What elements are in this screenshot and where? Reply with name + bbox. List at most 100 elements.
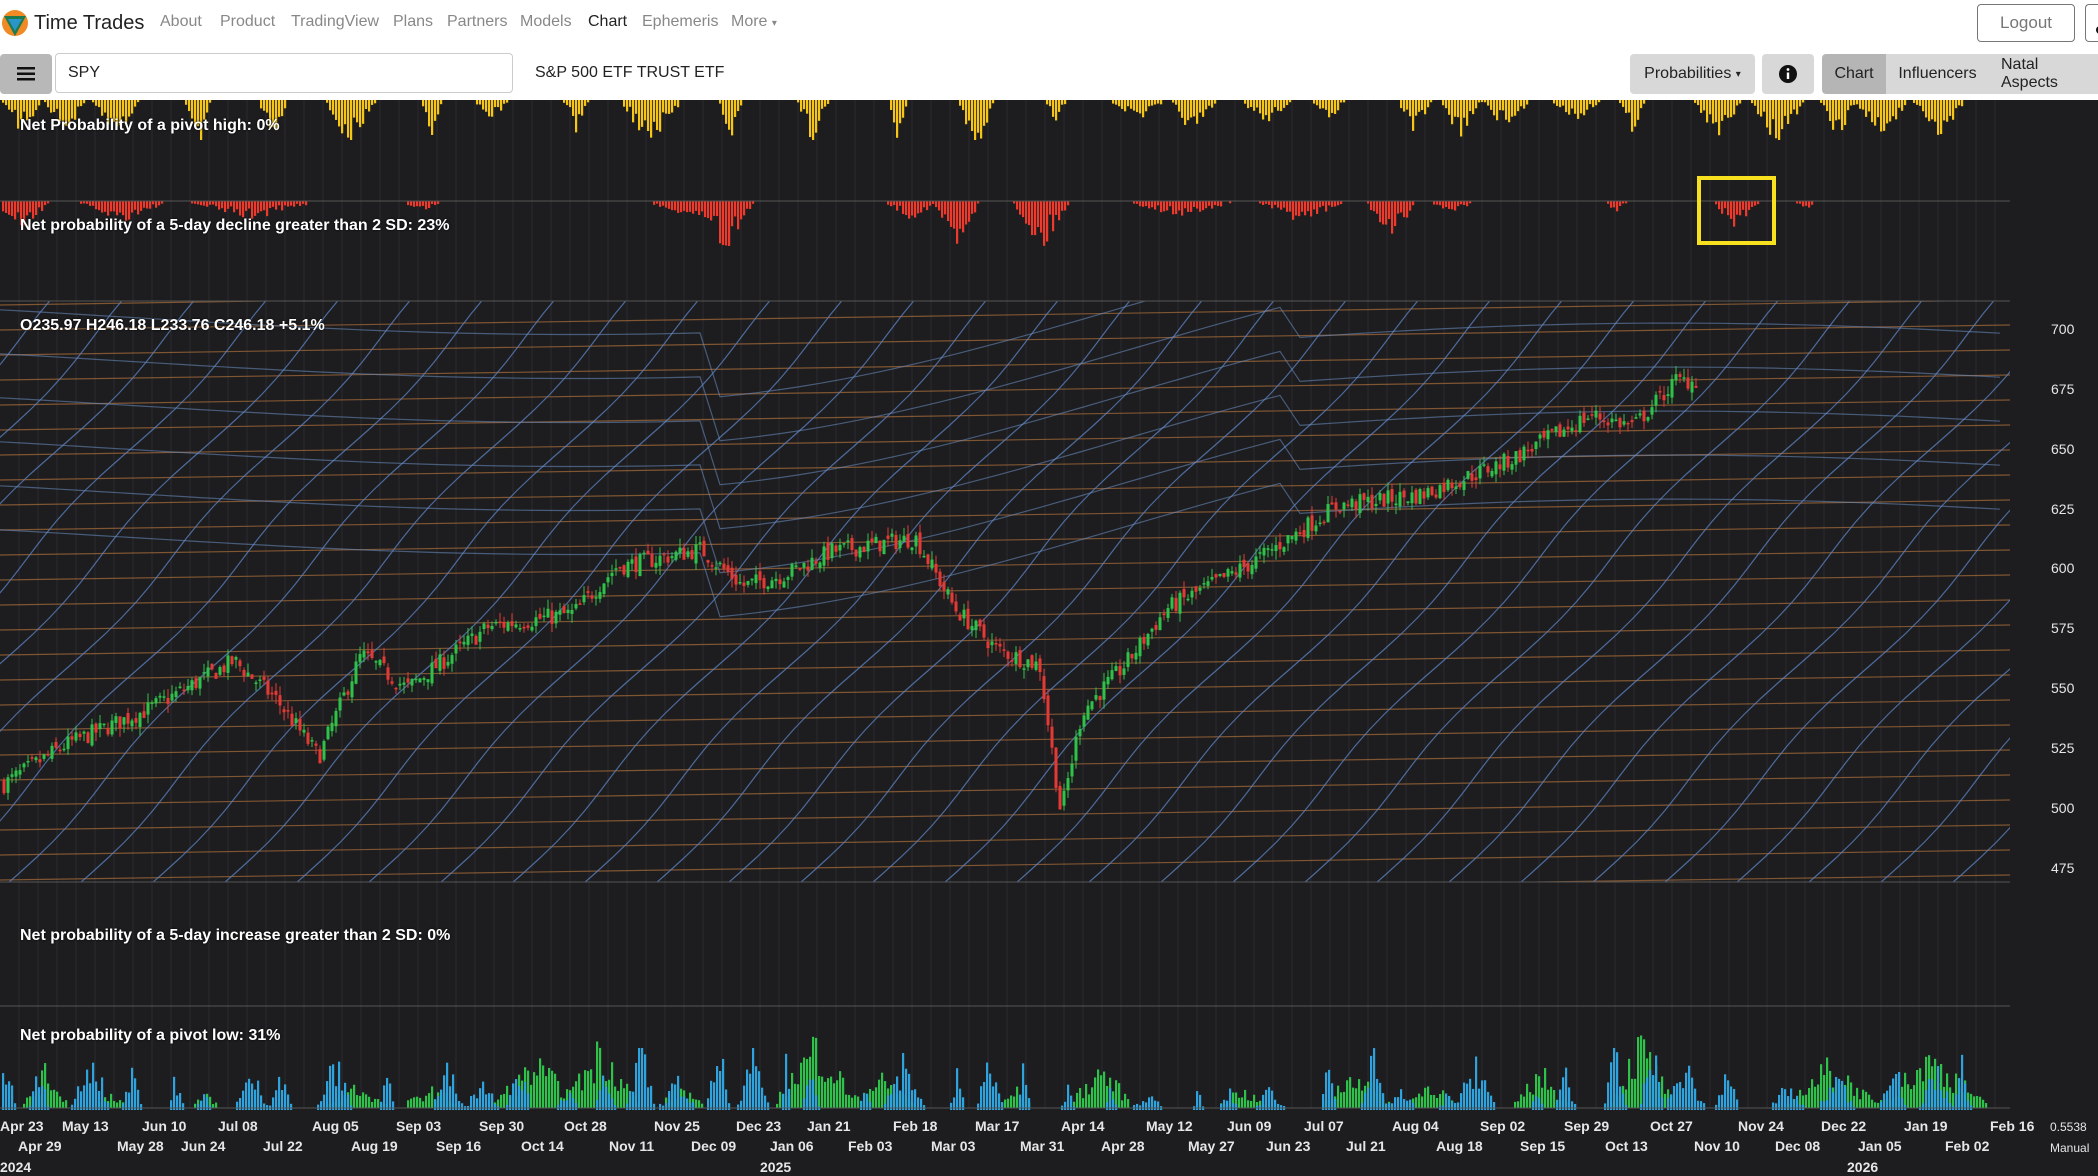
candle-body [1378,493,1382,501]
logout-button[interactable]: Logout [1977,4,2075,42]
decline-bar [1751,201,1754,207]
decline-bar [1406,201,1409,218]
decline-bar [1610,201,1613,208]
nav-link-tradingview[interactable]: TradingView [291,13,380,30]
candle-body [418,678,422,683]
increase-bar [1337,1085,1340,1108]
user-button[interactable] [2085,4,2098,42]
nav-link-more[interactable]: More ▾ [731,13,777,31]
pivot-low-bar [680,1096,683,1110]
pivot-high-bar [1259,100,1262,114]
candle-body [1230,571,1234,574]
pivot-high-bar [434,100,437,121]
candle-body [1482,464,1486,466]
pivot-low-bar [1679,1081,1682,1110]
pivot-low-bar [1796,1095,1799,1110]
nav-link-plans[interactable]: Plans [393,13,434,30]
candle-body [338,697,342,711]
decline-bar [1166,201,1169,211]
increase-bar [1538,1076,1541,1108]
info-button[interactable] [1762,54,1814,94]
pivot-high-bar [1214,100,1217,104]
nav-link-about[interactable]: About [160,13,202,30]
increase-bar [830,1076,833,1108]
scale-mode[interactable]: Manual [2050,1141,2090,1155]
pivot-high-bar [1283,100,1286,108]
pivot-low-bar [767,1102,770,1110]
candle-body [854,549,858,557]
candle-body [470,633,474,636]
pivot-high-bar [1865,100,1868,117]
pivot-low-bar [1469,1078,1472,1110]
increase-bar [1073,1101,1076,1108]
candle-body [1054,747,1058,788]
nav-link-partners[interactable]: Partners [447,13,508,30]
chart-area[interactable]: Net Probability of a pivot high: 0% Net … [0,100,2098,1176]
decline-bar [1136,201,1139,204]
nav-link-product[interactable]: Product [220,13,276,30]
pivot-high-bar [653,100,656,122]
candle-body [34,757,38,761]
pivot-high-bar [1889,100,1892,122]
candle-body [1650,407,1654,415]
probabilities-dropdown[interactable]: Probabilities ▾ [1630,54,1755,94]
decline-bar [1379,201,1382,223]
pivot-high-bar [275,100,278,131]
candle-body [146,702,150,715]
symbol-description: S&P 500 ETF TRUST ETF [535,64,725,81]
pivot-high-bar [818,100,821,121]
decline-bar [140,201,143,211]
decline-bar [944,201,947,215]
pivot-high-bar [134,100,137,107]
pivot-low-bar [128,1092,131,1110]
pivot-high-bar [1553,100,1556,104]
pivot-high-bar [332,100,335,115]
pivot-high-bar [1469,100,1472,112]
harmonic-line [0,324,2010,356]
nav-link-ephemeris[interactable]: Ephemeris [642,13,719,30]
increase-bar [1433,1094,1436,1108]
increase-bar [869,1088,872,1108]
chart-canvas[interactable] [0,100,2098,1176]
increase-bar [1082,1098,1085,1108]
symbol-input[interactable] [55,53,513,93]
pivot-high-bar [1325,100,1328,110]
pivot-high-bar [341,100,344,134]
pivot-low-bar [644,1054,647,1110]
pivot-high-bar [671,100,674,113]
decline-bar [668,201,671,209]
nav-link-chart[interactable]: Chart [588,13,628,30]
increase-bar [617,1090,620,1108]
candle-body [850,538,854,551]
pivot-low-bar [653,1103,656,1110]
pivot-low-bar [107,1103,110,1110]
tab-influencers[interactable]: Influencers [1886,54,1989,94]
candle-body [214,672,218,679]
pivot-high-bar [1334,100,1337,114]
harmonic-line [0,399,2010,431]
pivot-high-bar [1586,100,1589,110]
pivot-high-bar [1508,100,1511,123]
candle-body [790,564,794,577]
pivot-low-bar [1832,1092,1835,1110]
harmonic-line [0,100,2010,130]
brand[interactable]: Time Trades [0,8,144,38]
candle-body [1446,479,1450,491]
pivot-high-bar [1565,100,1568,113]
pivot-low-bar [986,1062,989,1110]
pivot-low-bar [77,1086,80,1110]
pivot-high-bar [1478,100,1481,103]
nav-link-models[interactable]: Models [520,13,572,30]
increase-bar [1808,1088,1811,1108]
tab-natal-aspects[interactable]: Natal Aspects [1989,54,2098,94]
pivot-low-bar [287,1094,290,1110]
harmonic-line [0,250,2010,280]
tab-chart[interactable]: Chart [1822,54,1886,94]
decline-bar [1208,201,1211,206]
pivot-low-bar [686,1098,689,1110]
candle-body [358,654,362,663]
pivot-low-bar [692,1102,695,1110]
increase-bar [791,1072,794,1108]
pivot-high-bar [1145,100,1148,112]
menu-button[interactable] [0,54,52,94]
